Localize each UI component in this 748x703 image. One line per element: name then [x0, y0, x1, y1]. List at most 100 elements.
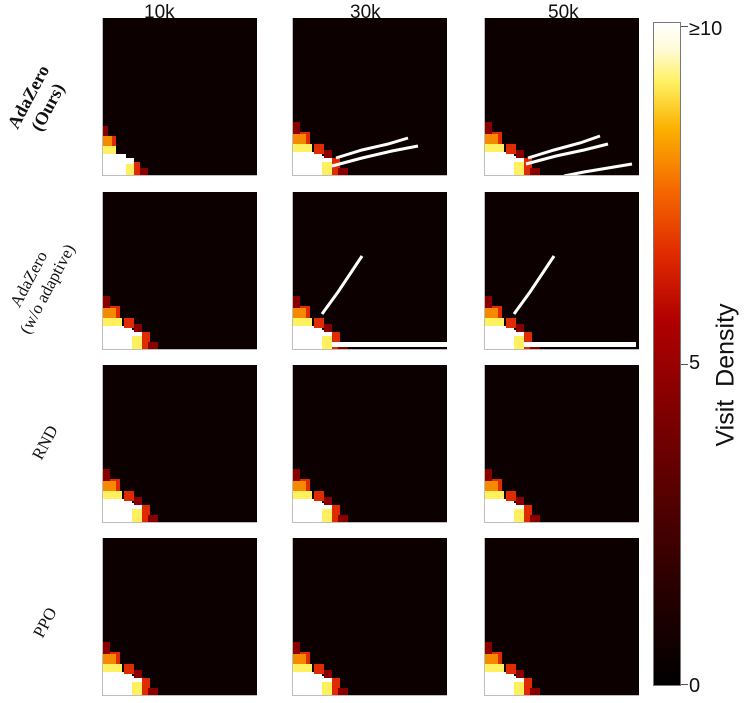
panel-axis-bottom — [292, 695, 447, 696]
colorbar-tick-max — [681, 26, 688, 27]
heatmap-panel — [292, 365, 447, 523]
colorbar-label-min: 0 — [689, 675, 701, 697]
heatmap-panel — [292, 192, 447, 350]
column-label-50k: 50k — [548, 2, 579, 23]
panel-axis-left — [102, 192, 103, 350]
heat-cell — [142, 678, 150, 696]
heat-cell — [530, 688, 540, 696]
panel-axis-bottom — [102, 349, 257, 350]
heat-cell — [332, 332, 340, 350]
heat-cell — [314, 144, 324, 154]
heatmap-canvas — [292, 469, 348, 523]
row-label-ppo: PPO — [24, 595, 66, 649]
heatmap-panel — [102, 365, 257, 523]
heat-cell — [314, 664, 324, 674]
heat-cell — [134, 324, 142, 332]
trajectory-trail — [331, 144, 419, 168]
panel-axis-bottom — [484, 695, 639, 696]
heat-cell — [530, 515, 540, 523]
heatmap-panel — [484, 538, 639, 696]
heatmap-canvas — [102, 126, 148, 176]
colorbar-tick-mid — [681, 364, 688, 365]
trajectory-trail — [527, 134, 601, 160]
heat-cell — [506, 664, 516, 674]
heatmap-canvas — [102, 642, 158, 696]
panel-axis-left — [292, 365, 293, 523]
trajectory-trail — [563, 162, 633, 176]
panel-axis-bottom — [292, 349, 447, 350]
row-label-line: RND — [28, 422, 62, 463]
heat-cell — [134, 497, 142, 505]
row-label-adazero-ours: AdaZero (Ours) — [0, 48, 81, 157]
heat-cell — [324, 324, 332, 332]
heat-cell — [148, 515, 158, 523]
heat-cell — [524, 505, 532, 523]
heat-cell — [516, 324, 524, 332]
row-label-line: PPO — [29, 604, 61, 641]
heatmap-canvas — [102, 296, 158, 350]
panel-axis-bottom — [484, 349, 639, 350]
heat-cell — [338, 688, 348, 696]
heat-cell — [324, 670, 332, 678]
heat-cell — [524, 332, 532, 350]
heat-cell — [516, 497, 524, 505]
trajectory-trail — [332, 342, 447, 347]
heatmap-panel — [102, 538, 257, 696]
heatmap-canvas — [484, 469, 540, 523]
panel-axis-bottom — [102, 522, 257, 523]
heatmap-canvas — [484, 122, 633, 176]
heat-cell — [142, 505, 150, 523]
column-label-10k: 10k — [144, 2, 175, 23]
heat-cell — [134, 670, 142, 678]
row-label-adazero-wo-adaptive: AdaZero (w/o adaptive) — [0, 221, 85, 347]
trajectory-trail — [524, 342, 636, 347]
panel-axis-bottom — [102, 175, 257, 176]
panel-axis-left — [102, 365, 103, 523]
colorbar-label-max: ≥10 — [689, 18, 723, 40]
heatmap-panel — [102, 192, 257, 350]
panel-axis-left — [292, 18, 293, 176]
panel-axis-left — [292, 538, 293, 696]
heat-cell — [524, 678, 532, 696]
heat-cell — [332, 158, 340, 176]
heat-cell — [124, 664, 134, 674]
heat-cell — [142, 332, 150, 350]
heat-cell — [338, 515, 348, 523]
heat-cell — [324, 497, 332, 505]
heatmap-panel — [102, 18, 257, 176]
heatmap-canvas — [292, 642, 348, 696]
heat-cell — [332, 505, 340, 523]
heatmap-canvas — [102, 469, 158, 523]
heatmap-canvas — [292, 255, 447, 350]
colorbar-title: Visit Density — [711, 303, 740, 447]
row-label-rnd: RND — [24, 415, 66, 469]
column-label-30k: 30k — [350, 2, 381, 23]
heatmap-canvas — [292, 122, 419, 176]
trajectory-trail — [525, 142, 609, 166]
panel-axis-left — [484, 365, 485, 523]
heatmap-panel — [292, 538, 447, 696]
heatmap-panel — [292, 18, 447, 176]
heat-cell — [332, 678, 340, 696]
heat-cell — [124, 318, 134, 328]
heat-cell — [140, 168, 148, 176]
heatmap-canvas — [484, 642, 540, 696]
heat-cell — [530, 168, 540, 176]
panel-axis-left — [102, 18, 103, 176]
trajectory-trail — [320, 255, 364, 315]
heat-cell — [148, 342, 158, 350]
heat-cell — [314, 318, 324, 328]
trajectory-trail — [512, 255, 556, 315]
heatmap-panel — [484, 18, 639, 176]
heat-cell — [506, 491, 516, 501]
heat-cell — [506, 318, 516, 328]
trajectory-trail — [335, 136, 409, 160]
heat-cell — [516, 670, 524, 678]
panel-axis-bottom — [484, 175, 639, 176]
heat-cell — [524, 158, 532, 176]
panel-axis-bottom — [292, 175, 447, 176]
panel-axis-bottom — [484, 522, 639, 523]
heatmap-panel — [484, 365, 639, 523]
panel-axis-left — [484, 18, 485, 176]
panel-axis-left — [484, 538, 485, 696]
